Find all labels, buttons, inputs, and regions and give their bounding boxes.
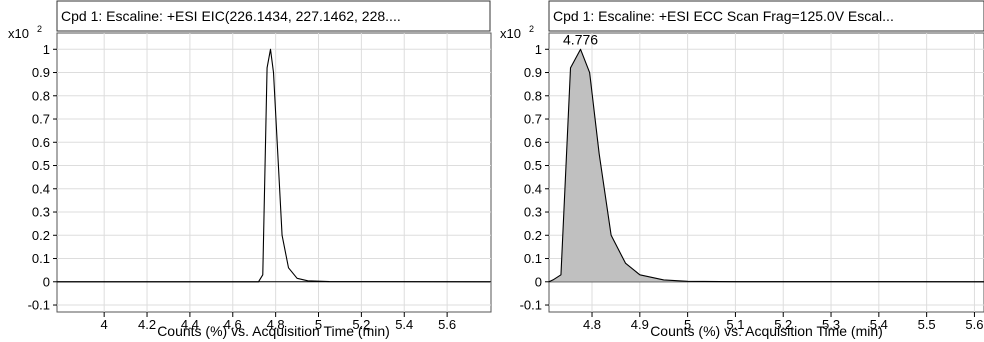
title-box (56, 0, 491, 32)
y-tick-label: 0.4 (32, 181, 50, 196)
y-tick-label: 0.5 (524, 158, 542, 173)
y-multiplier-exponent: 2 (37, 24, 42, 34)
x-tick-label: 4 (101, 317, 108, 332)
y-tick-label: 0.7 (524, 112, 542, 127)
x-tick-label: 4.6 (224, 317, 242, 332)
x-tick-label: 5 (315, 317, 322, 332)
peak-annotation: 4.776 (563, 31, 598, 47)
y-tick-label: 0.8 (32, 88, 50, 103)
y-multiplier-exponent: 2 (529, 24, 534, 34)
y-tick-label: -0.1 (28, 298, 50, 313)
y-tick-label: 0.3 (32, 205, 50, 220)
x-tick-label: 4.2 (138, 317, 156, 332)
y-tick-label: 1 (535, 42, 542, 57)
x-tick-label: 4.4 (181, 317, 199, 332)
x-tick-label: 4.9 (631, 317, 649, 332)
y-multiplier: x10 (8, 26, 29, 41)
x-tick-label: 5.4 (395, 317, 413, 332)
y-tick-label: 0.7 (32, 112, 50, 127)
y-tick-label: 0.1 (524, 251, 542, 266)
y-tick-label: 0.2 (32, 228, 50, 243)
chart-title: Cpd 1: Escaline: +ESI ECC Scan Frag=125.… (553, 8, 894, 24)
y-tick-label: 0.4 (524, 181, 542, 196)
y-multiplier: x10 (500, 26, 521, 41)
x-tick-label: 5.6 (965, 317, 983, 332)
y-tick-label: -0.1 (520, 298, 542, 313)
series-line (57, 48, 491, 283)
x-axis-label: Counts (%) vs. Acquisition Time (min) (157, 323, 390, 339)
y-tick-label: 0.2 (524, 228, 542, 243)
x-axis-label: Counts (%) vs. Acquisition Time (min) (650, 323, 883, 339)
x-tick-label: 5.2 (352, 317, 370, 332)
y-tick-label: 0 (43, 274, 50, 289)
x-tick-label: 5.1 (726, 317, 744, 332)
series-area (549, 49, 984, 282)
series-line (548, 48, 984, 283)
x-tick-label: 5.6 (438, 317, 456, 332)
x-tick-label: 5.5 (918, 317, 936, 332)
y-tick-label: 0.6 (524, 135, 542, 150)
y-tick-label: 0.6 (32, 135, 50, 150)
x-tick-label: 4.8 (267, 317, 285, 332)
y-tick-label: 0.9 (32, 65, 50, 80)
y-tick-label: 1 (43, 42, 50, 57)
x-tick-label: 5.4 (870, 317, 888, 332)
y-tick-label: 0.1 (32, 251, 50, 266)
x-tick-label: 5.2 (774, 317, 792, 332)
x-tick-label: 5 (684, 317, 691, 332)
y-tick-label: 0 (535, 274, 542, 289)
title-box (548, 0, 984, 32)
x-tick-label: 4.8 (583, 317, 601, 332)
y-tick-label: 0.3 (524, 205, 542, 220)
y-tick-label: 0.8 (524, 88, 542, 103)
chart-panel-ecc: Cpd 1: Escaline: +ESI ECC Scan Frag=125.… (500, 0, 984, 339)
chart-panel-eic: Cpd 1: Escaline: +ESI EIC(226.1434, 227.… (8, 0, 492, 339)
chart-title: Cpd 1: Escaline: +ESI EIC(226.1434, 227.… (61, 8, 401, 24)
x-tick-label: 5.3 (822, 317, 840, 332)
y-tick-label: 0.5 (32, 158, 50, 173)
y-tick-label: 0.9 (524, 65, 542, 80)
